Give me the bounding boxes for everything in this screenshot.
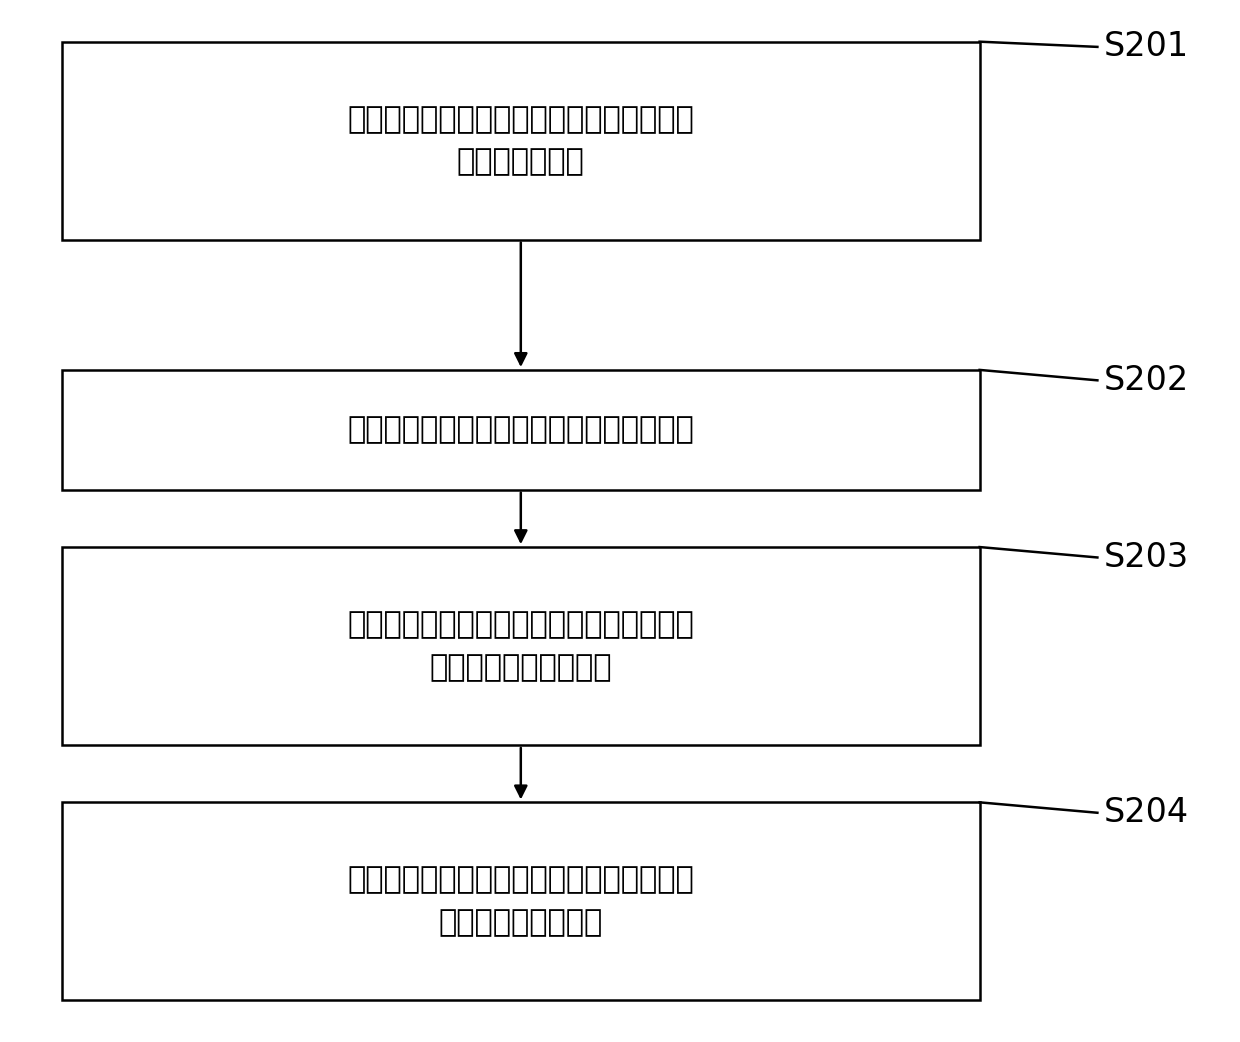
Text: S204: S204 [1104, 796, 1189, 829]
Bar [62, 547, 980, 745]
Text: S201: S201 [1104, 30, 1189, 64]
Text: S202: S202 [1104, 364, 1189, 397]
Text: S203: S203 [1104, 541, 1189, 574]
Bar [62, 42, 980, 240]
Text: 通过所述线卡类型信息获取线卡的带宽等级: 通过所述线卡类型信息获取线卡的带宽等级 [347, 416, 694, 444]
Text: 根据所述统计信息对转发板通道带宽的全部
或者部分做优化复用: 根据所述统计信息对转发板通道带宽的全部 或者部分做优化复用 [347, 866, 694, 937]
Text: 统计所有线卡槽位得到一包含所有槽位和相
应带宽等级的统计信息: 统计所有线卡槽位得到一包含所有槽位和相 应带宽等级的统计信息 [347, 611, 694, 681]
Text: 监测在线线卡所在槽位，获取所述在线线卡
的线卡类型信息: 监测在线线卡所在槽位，获取所述在线线卡 的线卡类型信息 [347, 105, 694, 176]
Bar [62, 802, 980, 1000]
Bar [62, 370, 980, 490]
